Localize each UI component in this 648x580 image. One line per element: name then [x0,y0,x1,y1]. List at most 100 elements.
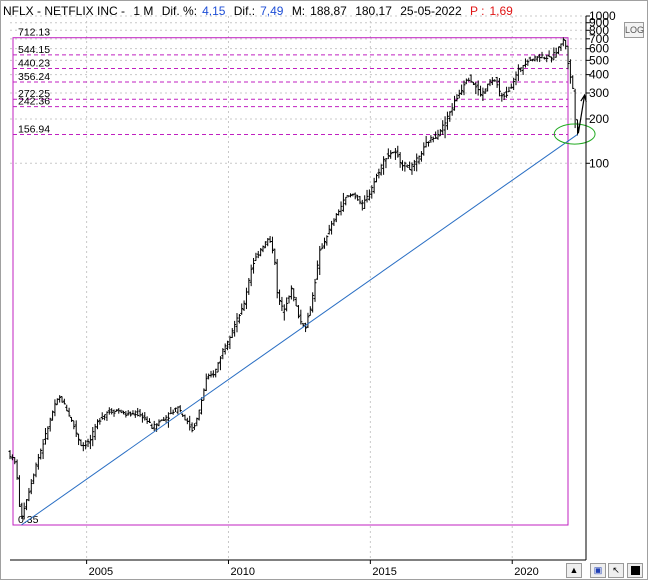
ohlc-bar-100 [244,287,248,310]
ohlc-bar-211 [507,86,511,93]
ohlc-bar-147 [356,194,360,201]
ohlc-bar-223 [535,56,539,62]
ohlc-bar-187 [450,103,454,116]
ohlc-bar-159 [384,157,388,169]
ohlc-bar-204 [490,77,494,86]
ohlc-bar-161 [389,150,393,159]
cursor-icon[interactable]: ↖ [608,563,624,578]
ohlc-bar-120 [292,288,296,302]
ohlc-bar-107 [261,245,265,253]
ohlc-bar-140 [339,201,343,216]
ohlc-bar-209 [502,92,506,100]
ohlc-bar-94 [230,328,234,338]
ohlc-bar-6 [22,502,26,520]
ohlc-bar-158 [382,156,386,175]
ohlc-bar-23 [62,398,66,405]
ohlc-bar-207 [497,77,501,97]
ohlc-bar-221 [531,58,535,62]
ohlc-bar-28 [74,420,78,437]
ohlc-bar-47 [119,409,123,414]
scroll-up-button[interactable]: ▲ [566,563,582,578]
ohlc-bar-97 [237,314,241,324]
ohlc-bar-225 [540,51,544,59]
x-tick-label-2010: 2010 [230,566,254,578]
ohlc-bar-2 [13,457,17,465]
ohlc-bar-189 [455,94,459,102]
ohlc-bar-135 [327,224,331,235]
ohlc-bar-127 [308,306,312,316]
ohlc-bar-228 [547,50,551,58]
ohlc-bar-172 [415,153,419,172]
ohlc-bar-227 [545,54,549,63]
ohlc-bar-67 [166,412,170,428]
ohlc-bar-85 [209,370,213,378]
ohlc-bar-231 [554,47,558,58]
ohlc-bar-22 [60,396,64,403]
ohlc-bar-167 [403,161,407,172]
price-bars [8,37,579,520]
ohlc-bar-155 [375,173,379,183]
support-trendline [21,134,578,526]
ohlc-bar-35 [91,427,95,447]
ohlc-bar-9 [29,479,33,495]
highlight-ellipse [553,123,596,145]
m-value: 188,87 [310,4,347,18]
ohlc-bar-48 [121,410,125,415]
level-label-544.15: 544.15 [18,44,50,56]
log-scale-button[interactable]: LOG [624,22,644,38]
ohlc-bar-50 [126,410,130,416]
ohlc-bar-218 [523,58,527,68]
ohlc-bar-51 [129,411,133,417]
y-tick-label-200: 200 [589,112,609,126]
ohlc-bar-17 [48,417,52,432]
ohlc-bar-92 [226,340,230,351]
ohlc-bar-13 [39,448,43,460]
ohlc-bar-164 [396,145,400,158]
ohlc-bar-217 [521,65,525,75]
ohlc-bar-182 [438,129,442,137]
ohlc-bar-24 [65,404,69,412]
ohlc-bar-91 [223,343,227,355]
ohlc-bar-49 [124,410,128,418]
ohlc-bar-3 [15,459,19,480]
ohlc-bar-125 [304,322,308,333]
m-label: M: [291,4,306,18]
ohlc-bar-8 [27,487,31,502]
ohlc-bar-15 [43,427,47,445]
ohlc-bar-112 [273,248,277,266]
ohlc-bar-153 [370,185,374,199]
ohlc-bar-78 [192,423,196,430]
ohlc-bar-169 [408,161,412,171]
ohlc-bar-203 [488,78,492,87]
ohlc-bar-151 [365,189,369,203]
save-icon[interactable]: ▣ [590,563,606,578]
drawing-overlay [21,93,596,526]
ohlc-bar-199 [479,85,483,97]
ohlc-bar-205 [493,79,497,82]
ohlc-bar-53 [133,410,137,418]
ohlc-bar-163 [393,148,397,160]
level-label-242.36: 242.36 [18,96,50,108]
chart-header: NFLX - NETFLIX INC - 1 M Dif. %: 4,15 Dif… [3,3,518,19]
ohlc-bar-194 [467,77,471,82]
x-tick-label-2020: 2020 [514,566,538,578]
ohlc-bar-104 [254,252,258,262]
dif-label: Dif.: [233,4,256,18]
y-tick-label-500: 500 [589,53,609,67]
ohlc-bar-96 [235,313,239,333]
ohlc-bar-137 [332,218,336,226]
y-tick-label-800: 800 [589,23,609,37]
ohlc-bar-136 [330,220,334,235]
ohlc-bar-124 [301,322,305,328]
ohlc-bar-54 [136,407,140,417]
grid-lines [10,15,586,560]
ohlc-bar-45 [114,409,118,412]
ohlc-bar-70 [174,407,178,412]
ohlc-bar-184 [443,116,447,139]
ohlc-bar-178 [429,135,433,143]
ohlc-bar-14 [41,439,45,460]
color-square-icon[interactable] [627,563,643,578]
